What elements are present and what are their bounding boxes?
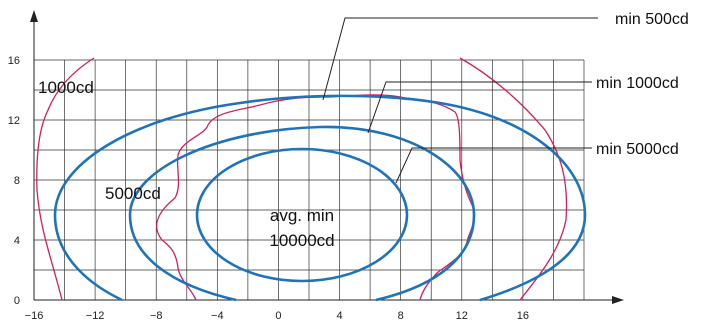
blue-contours	[53, 94, 587, 302]
leader-min5000	[395, 147, 592, 184]
x-tick-label: −12	[86, 310, 105, 322]
callout-min5000: min 5000cd	[596, 141, 679, 158]
y-tick-label: 12	[8, 115, 20, 127]
x-tick-label: 0	[275, 310, 281, 322]
label-5000cd: 5000cd	[105, 184, 161, 203]
x-tick-label: −4	[211, 310, 224, 322]
x-tick-label: 8	[398, 310, 404, 322]
y-tick-label: 16	[8, 55, 20, 67]
x-tick-label: 16	[517, 310, 529, 322]
x-tick-labels: −16 −12 −8 −4 0 4 8 12 16	[25, 310, 529, 322]
y-axis-arrow	[30, 10, 38, 22]
blue-contour-inner	[195, 147, 409, 283]
callout-min1000: min 1000cd	[596, 75, 679, 92]
label-center-line2: 10000cd	[269, 231, 334, 250]
red-contours	[36, 57, 568, 301]
y-tick-label: 0	[14, 295, 20, 307]
red-contour-inner	[156, 94, 476, 301]
blue-contour-outer	[53, 94, 587, 302]
callout-leaders	[322, 17, 598, 184]
x-tick-label: 12	[456, 310, 468, 322]
leader-min1000	[367, 81, 592, 134]
callout-min500: min 500cd	[615, 11, 689, 28]
y-tick-label: 4	[14, 235, 20, 247]
label-center-line1: avg. min	[270, 206, 334, 225]
x-tick-label: 4	[336, 310, 342, 322]
blue-contour-middle	[128, 125, 476, 302]
red-contour-outer-right	[459, 57, 568, 301]
axes	[30, 10, 624, 304]
x-tick-label: −16	[25, 310, 44, 322]
y-tick-label: 8	[14, 175, 20, 187]
label-1000cd: 1000cd	[38, 78, 94, 97]
red-contour-outer-left	[36, 57, 95, 301]
x-tick-label: −8	[150, 310, 163, 322]
x-axis-arrow	[612, 296, 624, 304]
y-tick-labels: 0 4 8 12 16	[8, 55, 20, 307]
leader-min500	[322, 17, 598, 101]
